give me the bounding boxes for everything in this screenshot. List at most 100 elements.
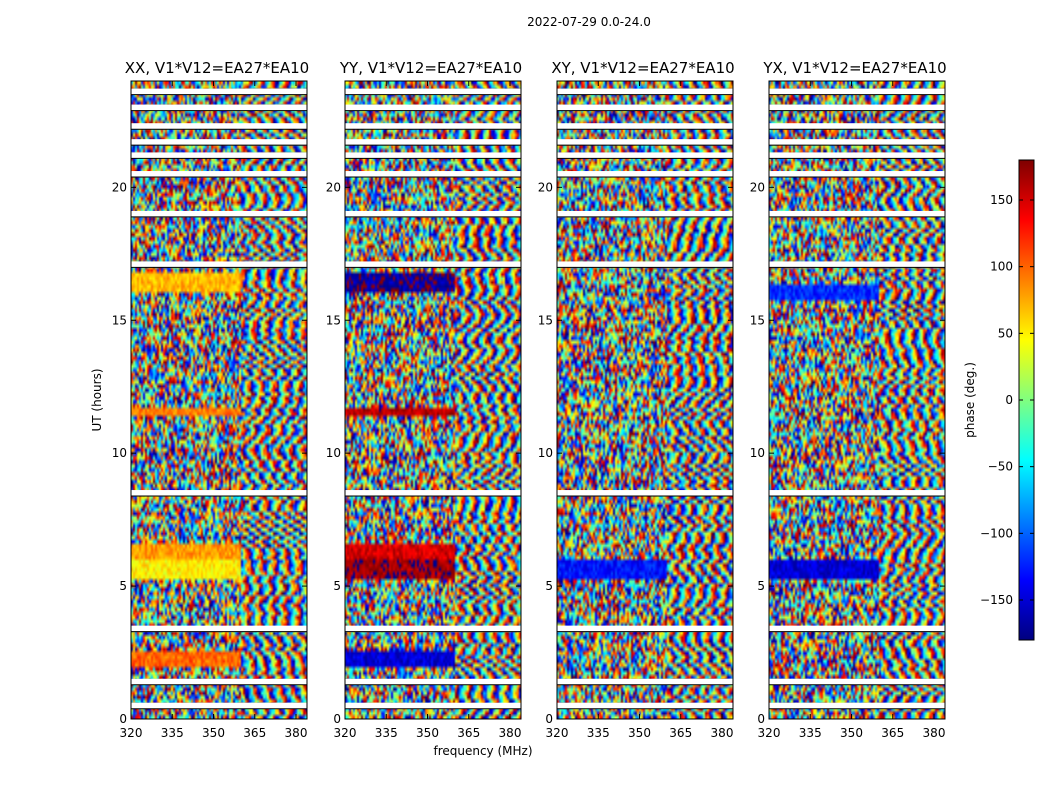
x-tick-label: 320 <box>546 726 569 740</box>
colorbar-tick-label: 50 <box>998 326 1013 340</box>
flagged-row <box>131 678 307 685</box>
heatmap-yy <box>345 81 521 719</box>
y-tick-label: 0 <box>757 712 765 726</box>
flagged-row <box>557 678 733 685</box>
flagged-row <box>345 261 521 268</box>
flagged-row <box>557 625 733 632</box>
flagged-row <box>345 139 521 146</box>
y-tick-label: 15 <box>750 313 765 327</box>
y-tick-label: 5 <box>757 579 765 593</box>
flagged-row <box>345 104 521 111</box>
x-tick-label: 335 <box>375 726 398 740</box>
flagged-row <box>557 702 733 709</box>
flagged-row <box>131 210 307 217</box>
flagged-row <box>769 88 945 95</box>
colorbar-label: phase (deg.) <box>963 362 977 438</box>
figure-title: 2022-07-29 0.0-24.0 <box>527 15 651 29</box>
x-tick-label: 365 <box>243 726 266 740</box>
x-tick-label: 380 <box>285 726 308 740</box>
x-tick-label: 335 <box>799 726 822 740</box>
x-tick-label: 350 <box>202 726 225 740</box>
x-tick-label: 365 <box>881 726 904 740</box>
flagged-row <box>557 261 733 268</box>
y-axis-label: UT (hours) <box>90 368 104 431</box>
x-tick-label: 350 <box>840 726 863 740</box>
flagged-row <box>131 152 307 159</box>
x-tick-label: 320 <box>120 726 143 740</box>
x-tick-label: 380 <box>499 726 522 740</box>
flagged-row <box>131 625 307 632</box>
flagged-row <box>557 152 733 159</box>
plot-frame <box>344 80 522 720</box>
flagged-row <box>131 139 307 146</box>
flagged-row <box>769 123 945 130</box>
flagged-row <box>345 171 521 178</box>
flagged-row <box>345 210 521 217</box>
x-tick-label: 365 <box>457 726 480 740</box>
colorbar-tick-label: −150 <box>980 593 1013 607</box>
flagged-row <box>769 490 945 497</box>
flagged-row <box>557 139 733 146</box>
x-axis-label: frequency (MHz) <box>433 744 532 758</box>
flagged-row <box>345 152 521 159</box>
flagged-row <box>769 210 945 217</box>
y-tick-label: 15 <box>326 313 341 327</box>
plot-frame <box>556 80 734 720</box>
panel-xx: XX, V1*V12=EA27*EA10 320 335 350 365 380 0 5 10 1… <box>112 59 310 740</box>
flagged-row <box>769 261 945 268</box>
colorbar-tick-label: 100 <box>990 260 1013 274</box>
x-tick-label: 365 <box>669 726 692 740</box>
y-tick-label: 10 <box>326 446 341 460</box>
colorbar: 150 100 50 0 −50 −100 −150 <box>980 159 1035 641</box>
flagged-row <box>557 104 733 111</box>
y-tick-label: 10 <box>750 446 765 460</box>
panel-xy: XY, V1*V12=EA27*EA10 320 335 350 365 380 0 5 10 1… <box>538 59 735 740</box>
flagged-row <box>131 123 307 130</box>
plot-frame <box>768 80 946 720</box>
x-tick-label: 320 <box>758 726 781 740</box>
colorbar-tick-label: 150 <box>990 193 1013 207</box>
flagged-row <box>769 139 945 146</box>
y-tick-label: 0 <box>119 712 127 726</box>
plot-frame <box>130 80 308 720</box>
x-tick-label: 335 <box>161 726 184 740</box>
heatmap-yx <box>769 81 945 719</box>
y-tick-label: 15 <box>538 313 553 327</box>
flagged-row <box>345 88 521 95</box>
flagged-row <box>557 123 733 130</box>
flagged-row <box>345 123 521 130</box>
y-tick-label: 0 <box>333 712 341 726</box>
colorbar-tick-label: 0 <box>1005 393 1013 407</box>
flagged-row <box>131 490 307 497</box>
flagged-row <box>131 88 307 95</box>
flagged-row <box>131 261 307 268</box>
y-tick-label: 10 <box>538 446 553 460</box>
y-tick-label: 15 <box>112 313 127 327</box>
flagged-row <box>769 152 945 159</box>
heatmap-xy <box>557 81 733 719</box>
y-tick-label: 20 <box>538 180 553 194</box>
flagged-row <box>345 625 521 632</box>
y-tick-label: 0 <box>545 712 553 726</box>
flagged-row <box>557 88 733 95</box>
panels: XX, V1*V12=EA27*EA10 320 335 350 365 380 0 5 10 1… <box>112 59 947 740</box>
x-tick-label: 350 <box>628 726 651 740</box>
x-tick-label: 320 <box>334 726 357 740</box>
panel-title: YY, V1*V12=EA27*EA10 <box>339 59 522 77</box>
flagged-row <box>131 171 307 178</box>
panel-title: YX, V1*V12=EA27*EA10 <box>762 59 946 77</box>
x-tick-label: 380 <box>711 726 734 740</box>
flagged-row <box>131 702 307 709</box>
panel-title: XX, V1*V12=EA27*EA10 <box>125 59 309 77</box>
flagged-row <box>769 702 945 709</box>
x-tick-label: 380 <box>923 726 946 740</box>
flagged-row <box>769 625 945 632</box>
y-tick-label: 10 <box>112 446 127 460</box>
colorbar-tick-label: −50 <box>988 460 1013 474</box>
flagged-row <box>769 104 945 111</box>
flagged-row <box>769 171 945 178</box>
y-tick-label: 20 <box>326 180 341 194</box>
flagged-row <box>557 171 733 178</box>
flagged-row <box>345 702 521 709</box>
